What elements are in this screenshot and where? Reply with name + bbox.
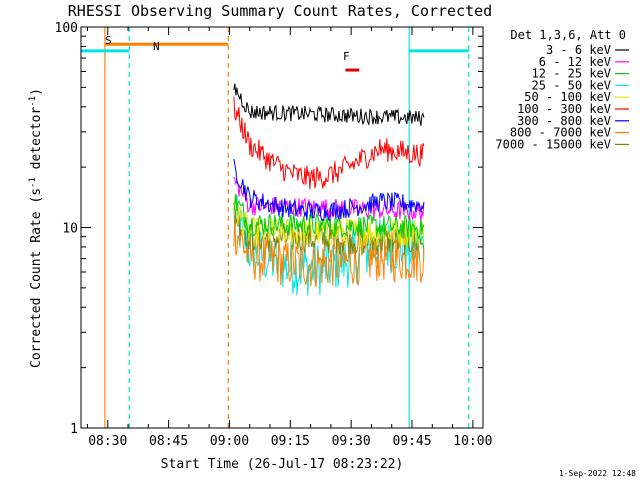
series-line bbox=[233, 202, 425, 256]
series-line bbox=[233, 83, 425, 126]
legend-label: 100 - 300 keV bbox=[517, 102, 611, 116]
annotation-f: F bbox=[343, 50, 350, 63]
legend-label: 3 - 6 keV bbox=[546, 43, 611, 57]
footer-date: 1-Sep-2022 12:48 bbox=[559, 469, 636, 478]
x-tick-label: 09:30 bbox=[332, 434, 371, 449]
annotation-s: S bbox=[105, 34, 112, 47]
legend-label: 25 - 50 keV bbox=[532, 78, 611, 92]
y-tick-label: 1 bbox=[70, 422, 78, 437]
x-tick-label: 09:15 bbox=[271, 434, 310, 449]
y-axis-label: Corrected Count Rate (s-1 detector-1) bbox=[28, 88, 44, 368]
series-line bbox=[233, 193, 425, 240]
x-tick-label: 09:00 bbox=[210, 434, 249, 449]
legend-label: 50 - 100 keV bbox=[524, 90, 611, 104]
annotation-n: N bbox=[153, 40, 160, 53]
legend-label: 300 - 800 keV bbox=[517, 114, 611, 128]
legend-label: 800 - 7000 keV bbox=[510, 126, 611, 140]
legend-label: 12 - 25 keV bbox=[532, 67, 611, 81]
y-tick-label: 100 bbox=[55, 21, 78, 36]
x-tick-label: 08:45 bbox=[149, 434, 188, 449]
x-tick-label: 09:45 bbox=[392, 434, 431, 449]
x-tick-label: 08:30 bbox=[88, 434, 127, 449]
series-line bbox=[233, 176, 425, 222]
y-tick-label: 10 bbox=[62, 222, 78, 237]
legend-label: 7000 - 15000 keV bbox=[495, 137, 611, 151]
x-tick-label: 10:00 bbox=[453, 434, 492, 449]
legend-header: Det 1,3,6, Att 0 bbox=[510, 28, 626, 42]
series-line bbox=[233, 158, 425, 222]
chart-title: RHESSI Observing Summary Count Rates, Co… bbox=[68, 2, 492, 20]
legend-label: 6 - 12 keV bbox=[539, 55, 611, 69]
series-line bbox=[233, 216, 425, 288]
series-line bbox=[233, 96, 425, 190]
x-axis-label: Start Time (26-Jul-17 08:23:22) bbox=[161, 457, 404, 472]
